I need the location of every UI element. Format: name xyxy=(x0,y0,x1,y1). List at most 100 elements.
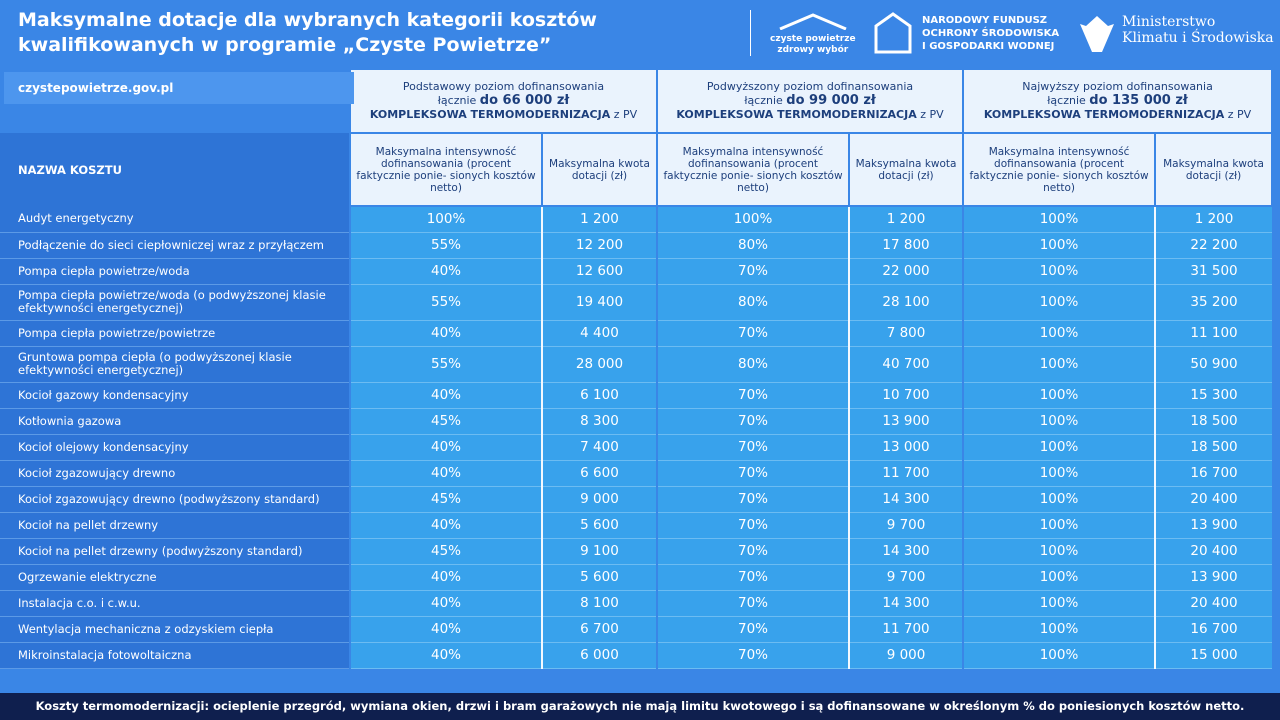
level-header: Podwyższony poziom dofinansowania łącznie… xyxy=(656,68,965,134)
table: Podstawowy poziom dofinansowania łącznie … xyxy=(0,68,1274,669)
level-total: łącznie do 99 000 zł xyxy=(662,94,958,108)
cell-value: 70% xyxy=(656,258,850,285)
table-row: Kocioł gazowy kondensacyjny 40% 6 100 70% 10… xyxy=(0,382,1273,409)
cost-name: Ogrzewanie elektryczne xyxy=(0,564,350,591)
title-line: kwalifikowanych w programie „Czyste Powi… xyxy=(18,34,552,56)
table-row: Kocioł na pellet drzewny 40% 5 600 70% 9 700… xyxy=(0,512,1273,539)
amount-header: Maksymalna kwota dotacji (zł) xyxy=(1154,132,1274,207)
cell-value: 70% xyxy=(656,512,850,539)
cell-value: 17 800 xyxy=(848,232,964,259)
cell-value: 100% xyxy=(962,460,1156,487)
level-scope-name: KOMPLEKSOWA TERMOMODERNIZACJA xyxy=(369,108,611,121)
divider xyxy=(750,10,751,56)
level-header: Najwyższy poziom dofinansowania łącznie d… xyxy=(962,68,1274,134)
logo-text: czyste powietrze xyxy=(770,34,856,44)
cell-value: 40% xyxy=(349,642,542,669)
table-row: Kocioł olejowy kondensacyjny 40% 7 400 70% 1… xyxy=(0,434,1273,461)
cell-value: 70% xyxy=(656,460,850,487)
cell-value: 13 900 xyxy=(848,408,964,435)
cell-value: 11 700 xyxy=(848,616,964,643)
cell-value: 100% xyxy=(962,320,1156,347)
cell-value: 9 100 xyxy=(540,538,658,565)
cost-name: Kocioł gazowy kondensacyjny xyxy=(0,382,350,409)
cell-value: 7 800 xyxy=(848,320,964,347)
logo-text: Ministerstwo xyxy=(1122,14,1216,30)
cell-value: 14 300 xyxy=(848,486,964,513)
cell-value: 18 500 xyxy=(1154,434,1273,461)
level-header: Podstawowy poziom dofinansowania łącznie … xyxy=(348,68,659,134)
cost-name: Audyt energetyczny xyxy=(0,206,350,233)
cell-value: 100% xyxy=(962,408,1156,435)
cell-value: 12 200 xyxy=(540,232,658,259)
logo-text: OCHRONY ŚRODOWISKA xyxy=(922,28,1060,39)
cell-value: 14 300 xyxy=(848,590,964,617)
cell-value: 28 000 xyxy=(540,346,658,383)
cell-value: 15 000 xyxy=(1154,642,1273,669)
cell-value: 55% xyxy=(349,346,542,383)
table-row: Audyt energetyczny 100% 1 200 100% 1 200 100%… xyxy=(0,206,1273,233)
cell-value: 31 500 xyxy=(1154,258,1273,285)
logo-text: zdrowy wybór xyxy=(777,45,849,55)
cost-name: Kocioł zgazowujący drewno (podwyższony s… xyxy=(0,486,350,513)
cell-value: 1 200 xyxy=(848,206,964,233)
level-scope-name: KOMPLEKSOWA TERMOMODERNIZACJA xyxy=(983,108,1225,121)
cost-name: Pompa ciepła powietrze/woda (o podwyższo… xyxy=(0,284,350,321)
cost-name: Kocioł zgazowujący drewno xyxy=(0,460,350,487)
cell-value: 19 400 xyxy=(540,284,658,321)
cell-value: 70% xyxy=(656,382,850,409)
cell-value: 45% xyxy=(349,486,542,513)
cell-value: 22 000 xyxy=(848,258,964,285)
logo-text: NARODOWY FUNDUSZ xyxy=(922,15,1048,26)
logo-text: Klimatu i Środowiska xyxy=(1122,30,1274,46)
cost-name: Instalacja c.o. i c.w.u. xyxy=(0,590,350,617)
cell-value: 100% xyxy=(656,206,850,233)
cell-value: 15 300 xyxy=(1154,382,1273,409)
cost-name: Pompa ciepła powietrze/powietrze xyxy=(0,320,350,347)
cell-value: 20 400 xyxy=(1154,486,1273,513)
logo-nfos: NARODOWY FUNDUSZ OCHRONY ŚRODOWISKA I GO… xyxy=(922,14,1059,53)
table-row: Wentylacja mechaniczna z odzyskiem ciepł… xyxy=(0,616,1273,643)
cell-value: 100% xyxy=(962,206,1156,233)
cell-value: 45% xyxy=(349,408,542,435)
cost-name: Pompa ciepła powietrze/woda xyxy=(0,258,350,285)
level-scope: KOMPLEKSOWA TERMOMODERNIZACJA z PV xyxy=(968,108,1267,122)
cell-value: 40% xyxy=(349,320,542,347)
cell-value: 5 600 xyxy=(540,512,658,539)
cell-value: 80% xyxy=(656,232,850,259)
amount-header: Maksymalna kwota dotacji (zł) xyxy=(540,132,659,207)
table-row: Ogrzewanie elektryczne 40% 5 600 70% 9 700 10… xyxy=(0,564,1273,591)
level-scope: KOMPLEKSOWA TERMOMODERNIZACJA z PV xyxy=(662,108,958,122)
table-row: Pompa ciepła powietrze/woda 40% 12 600 70% 2… xyxy=(0,258,1273,285)
table-row: Kocioł na pellet drzewny (podwyższony st… xyxy=(0,538,1273,565)
level-amount: do 99 000 zł xyxy=(786,93,876,108)
cell-value: 100% xyxy=(962,538,1156,565)
cost-name: Mikroinstalacja fotowoltaiczna xyxy=(0,642,350,669)
table-row: Kocioł zgazowujący drewno 40% 6 600 70% 11 7… xyxy=(0,460,1273,487)
cell-value: 70% xyxy=(656,616,850,643)
level-scope: KOMPLEKSOWA TERMOMODERNIZACJA z PV xyxy=(355,108,652,122)
cell-value: 9 000 xyxy=(540,486,658,513)
cell-value: 70% xyxy=(656,642,850,669)
cell-value: 70% xyxy=(656,486,850,513)
level-total: łącznie do 135 000 zł xyxy=(968,94,1267,108)
cell-value: 9 700 xyxy=(848,564,964,591)
cell-value: 80% xyxy=(656,284,850,321)
level-suffix: z PV xyxy=(613,108,638,121)
title-line: Maksymalne dotacje dla wybranych kategor… xyxy=(18,9,597,31)
logo-text: I GOSPODARKI WODNEJ xyxy=(922,41,1055,52)
cell-value: 12 600 xyxy=(540,258,658,285)
cell-value: 50 900 xyxy=(1154,346,1273,383)
cell-value: 100% xyxy=(962,258,1156,285)
cell-value: 6 700 xyxy=(540,616,658,643)
cell-value: 6 600 xyxy=(540,460,658,487)
cell-value: 16 700 xyxy=(1154,616,1273,643)
table-row: Mikroinstalacja fotowoltaiczna 40% 6 000 70… xyxy=(0,642,1273,669)
cell-value: 55% xyxy=(349,232,542,259)
logo-nfos-icon xyxy=(874,12,912,58)
cell-value: 28 100 xyxy=(848,284,964,321)
logo-cp: czyste powietrze zdrowy wybór xyxy=(770,12,856,56)
table-row: Pompa ciepła powietrze/powietrze 40% 4 400… xyxy=(0,320,1273,347)
level-name: Podstawowy poziom dofinansowania xyxy=(402,80,605,93)
cell-value: 4 400 xyxy=(540,320,658,347)
cell-value: 9 000 xyxy=(848,642,964,669)
